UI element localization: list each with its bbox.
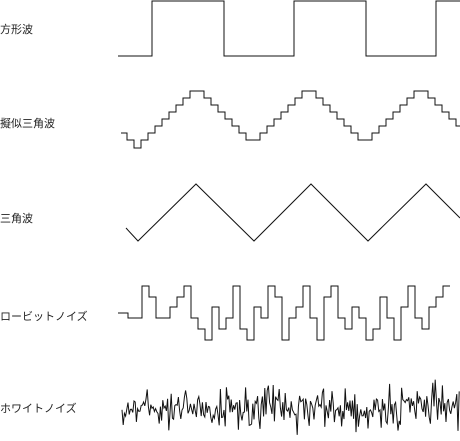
low-bit-noise-wave-label: ロービットノイズ xyxy=(0,310,88,323)
white-noise-wave-line xyxy=(121,379,460,435)
square-wave-line xyxy=(118,0,460,57)
low-bit-noise-wave-line xyxy=(118,285,450,341)
pseudo-triangle-wave-label: 擬似三角波 xyxy=(0,117,55,130)
triangle-wave-label: 三角波 xyxy=(0,212,33,225)
white-noise-wave-label: ホワイトノイズ xyxy=(0,402,77,415)
pseudo-triangle-wave-line xyxy=(121,90,460,149)
square-wave-label: 方形波 xyxy=(0,23,33,36)
triangle-wave-line xyxy=(125,183,460,242)
